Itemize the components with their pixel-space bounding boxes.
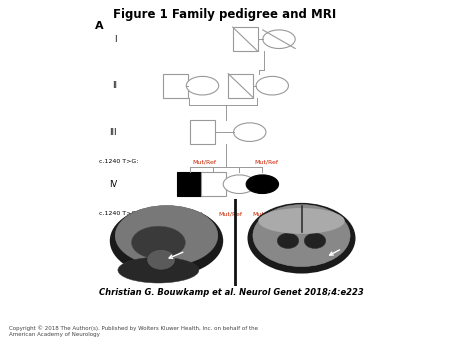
- Ellipse shape: [248, 203, 356, 273]
- Text: III: III: [109, 128, 117, 137]
- Ellipse shape: [131, 226, 185, 259]
- Ellipse shape: [304, 233, 326, 248]
- Text: c.1240 T>G:: c.1240 T>G:: [99, 159, 139, 164]
- Text: Mut/Mut: Mut/Mut: [252, 211, 278, 216]
- Text: Mut/Mut: Mut/Mut: [177, 211, 203, 216]
- Bar: [177, 172, 202, 196]
- Ellipse shape: [246, 175, 279, 193]
- Ellipse shape: [258, 208, 345, 234]
- Ellipse shape: [223, 175, 256, 193]
- Text: Copyright © 2018 The Author(s). Published by Wolters Kluwer Health, Inc. on beha: Copyright © 2018 The Author(s). Publishe…: [9, 325, 258, 337]
- Ellipse shape: [256, 76, 288, 95]
- Text: Mut/Ref: Mut/Ref: [192, 159, 216, 164]
- Text: Figure 1 Family pedigree and MRI: Figure 1 Family pedigree and MRI: [113, 8, 337, 21]
- Ellipse shape: [263, 30, 295, 48]
- Text: II: II: [112, 81, 117, 90]
- Ellipse shape: [115, 206, 218, 266]
- Text: Christian G. Bouwkamp et al. Neurol Genet 2018;4:e223: Christian G. Bouwkamp et al. Neurol Gene…: [99, 288, 364, 297]
- Ellipse shape: [110, 206, 223, 276]
- Ellipse shape: [277, 233, 299, 248]
- Text: c.1240 T>G:: c.1240 T>G:: [99, 211, 139, 216]
- Ellipse shape: [118, 257, 199, 283]
- Bar: [233, 27, 258, 51]
- Text: I: I: [114, 35, 117, 44]
- Bar: [163, 74, 188, 98]
- Ellipse shape: [148, 250, 175, 269]
- Ellipse shape: [234, 123, 266, 141]
- Ellipse shape: [253, 204, 350, 267]
- Ellipse shape: [186, 76, 219, 95]
- Bar: [201, 172, 226, 196]
- Bar: [228, 74, 253, 98]
- Text: Mut/Ref: Mut/Ref: [254, 159, 278, 164]
- Text: IV: IV: [109, 180, 117, 189]
- Text: A: A: [94, 21, 103, 31]
- Text: Mut/Ref: Mut/Ref: [219, 211, 243, 216]
- Bar: [190, 120, 215, 144]
- Text: B: B: [102, 203, 110, 213]
